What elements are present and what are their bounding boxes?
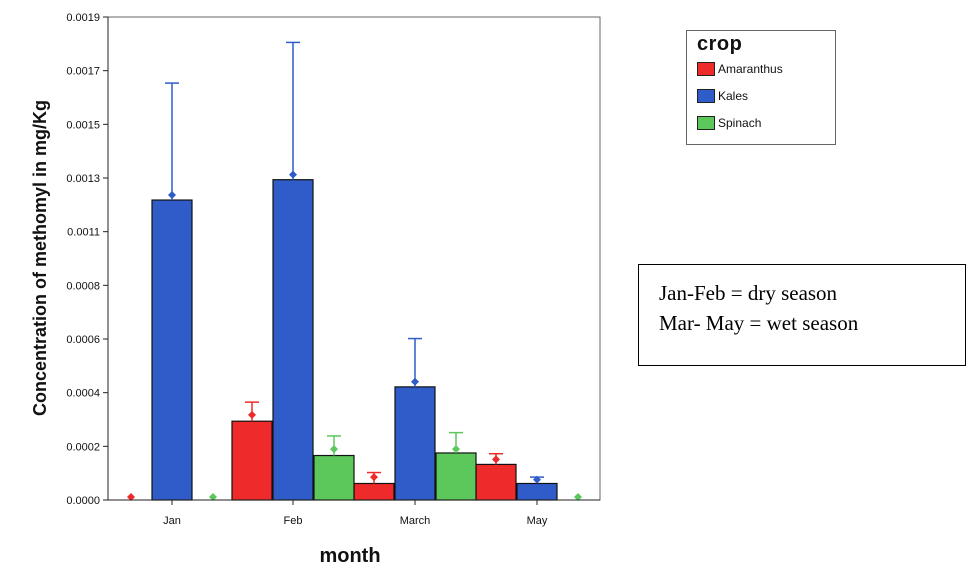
mean-marker-spinach xyxy=(330,445,338,454)
legend-label-kales: Kales xyxy=(718,89,749,103)
legend-swatch-kales xyxy=(697,89,715,103)
legend-item-spinach: Spinach xyxy=(697,114,761,132)
legend-label-spinach: Spinach xyxy=(718,116,762,130)
x-axis-title: month xyxy=(319,545,380,567)
y-tick-label: 0.0002 xyxy=(66,441,100,453)
bar-kales xyxy=(151,199,193,501)
mean-marker-amaranthus xyxy=(248,410,256,419)
x-axis: Jan Feb March May xyxy=(163,500,548,527)
x-tick-label: May xyxy=(527,515,548,527)
y-tick-label: 0.0000 xyxy=(66,495,100,507)
season-note-line-1: Jan-Feb = dry season xyxy=(659,281,838,305)
legend-swatch-spinach xyxy=(697,116,715,130)
legend-swatch-amaranthus xyxy=(697,62,715,76)
y-tick-label: 0.0015 xyxy=(66,119,100,131)
y-tick-label: 0.0011 xyxy=(67,227,100,239)
legend-title: crop xyxy=(697,33,743,55)
season-note-box: Jan-Feb = dry season Mar- May = wet seas… xyxy=(638,264,966,366)
mean-marker-amaranthus xyxy=(127,493,135,501)
y-axis-title: Concentration of methomyl in mg/Kg xyxy=(30,100,50,416)
x-tick-label: Jan xyxy=(163,515,181,527)
mean-marker-spinach xyxy=(452,445,460,454)
legend-label-amaranthus: Amaranthus xyxy=(718,62,783,76)
y-tick-label: 0.0013 xyxy=(66,173,100,185)
mean-marker-kales xyxy=(289,170,297,179)
x-tick-label: March xyxy=(400,515,431,527)
y-tick-label: 0.0004 xyxy=(66,388,100,400)
x-tick-label: Feb xyxy=(284,515,303,527)
bar-kales xyxy=(516,482,558,501)
y-tick-label: 0.0006 xyxy=(66,334,100,346)
y-tick-label: 0.0019 xyxy=(66,12,100,24)
y-axis: 0.0000 0.0002 0.0004 0.0006 0.0008 0.0011 0.00… xyxy=(66,12,600,507)
bar-spinach xyxy=(435,452,477,501)
mean-marker-kales xyxy=(533,475,541,484)
legend-item-kales: Kales xyxy=(697,87,748,105)
bar-kales xyxy=(272,179,314,501)
mean-marker-kales xyxy=(168,190,176,199)
mean-marker-spinach xyxy=(209,493,217,501)
y-tick-label: 0.0017 xyxy=(66,66,100,78)
season-note-line-2: Mar- May = wet season xyxy=(659,311,859,335)
legend: crop Amaranthus Kales Spinach xyxy=(686,30,836,145)
bar-kales xyxy=(394,386,436,501)
bars-layer xyxy=(127,41,582,501)
bar-amaranthus xyxy=(353,482,395,501)
mean-marker-amaranthus xyxy=(370,473,378,482)
legend-item-amaranthus: Amaranthus xyxy=(697,60,783,78)
bar-spinach xyxy=(313,454,355,501)
bar-amaranthus xyxy=(475,463,517,501)
y-tick-label: 0.0008 xyxy=(66,280,100,292)
mean-marker-kales xyxy=(411,377,419,386)
mean-marker-amaranthus xyxy=(492,455,500,464)
bar-amaranthus xyxy=(231,420,273,501)
mean-marker-spinach xyxy=(574,493,582,501)
